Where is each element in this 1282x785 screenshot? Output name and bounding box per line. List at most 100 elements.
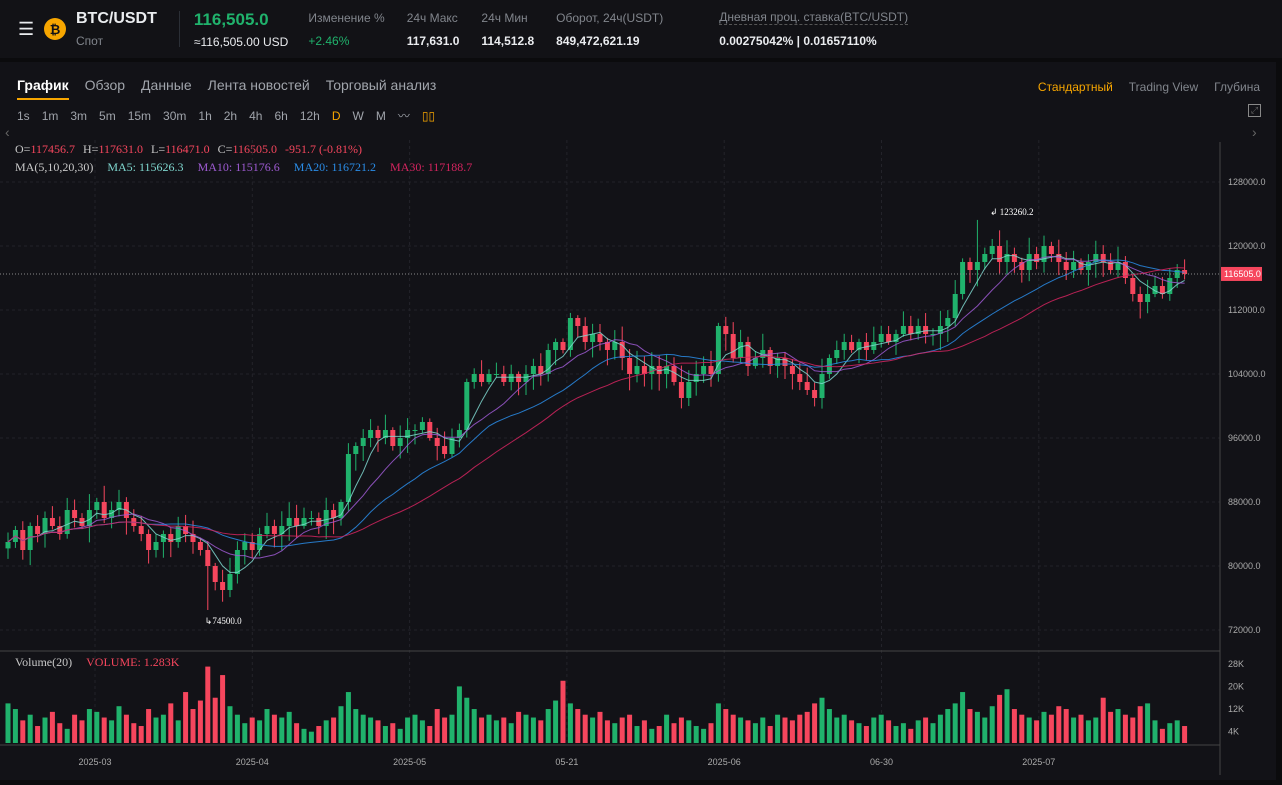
candle-body	[782, 358, 788, 366]
interval-W[interactable]: W	[352, 108, 364, 123]
interval-6h[interactable]: 6h	[274, 108, 288, 123]
ma-legend: MA(5,10,20,30) MA5: 115626.3 MA10: 11517…	[15, 160, 472, 175]
volume-bar	[1122, 714, 1128, 743]
volume-bar	[123, 714, 129, 743]
interval-15m[interactable]: 15m	[127, 108, 152, 123]
volume-bar	[856, 723, 862, 743]
menu-icon[interactable]: ☰	[18, 18, 35, 39]
candle-body	[597, 334, 603, 342]
stat-label: Изменение %	[308, 10, 385, 25]
volume-bar	[545, 709, 551, 743]
stat-rate[interactable]: Дневная проц. ставка(BTC/USDT) 0.00275042…	[719, 10, 909, 48]
ma20-value: MA20: 116721.2	[293, 160, 377, 174]
tab-news[interactable]: Лента новостей	[207, 77, 310, 93]
interval-2h[interactable]: 2h	[223, 108, 238, 123]
volume-bar	[368, 717, 374, 743]
ma5-value: MA5: 115626.3	[107, 160, 184, 174]
volume-bar	[945, 709, 951, 743]
scroll-right-icon[interactable]: ›	[1252, 124, 1257, 140]
volume-bar	[279, 717, 285, 743]
stat-value: +2.46%	[308, 33, 350, 48]
candle-body	[146, 534, 152, 550]
high-value: 117631.0	[98, 142, 143, 156]
volume-bar	[1048, 714, 1054, 743]
volume-bar	[227, 706, 233, 743]
view-standard[interactable]: Стандартный	[1037, 80, 1113, 94]
stat-label: 24ч Мин	[481, 10, 528, 25]
interval-1m[interactable]: 1m	[41, 108, 59, 123]
volume-bar	[538, 720, 544, 743]
volume-bar	[390, 723, 396, 743]
volume-bar	[153, 717, 159, 743]
interval-3m[interactable]: 3m	[70, 108, 88, 123]
volume-bar	[849, 720, 855, 743]
interval-4h[interactable]: 4h	[249, 108, 263, 123]
volume-bar	[634, 726, 640, 743]
view-depth[interactable]: Глубина	[1214, 80, 1260, 94]
volume-bar	[471, 709, 477, 743]
interval-D[interactable]: D	[331, 108, 341, 123]
volume-bar	[234, 714, 240, 743]
x-tick-label: 05-21	[555, 757, 578, 767]
candle-icon[interactable]: ▯▯	[421, 108, 436, 123]
interval-12h[interactable]: 12h	[299, 108, 320, 123]
candle-body	[49, 518, 55, 526]
candle-body	[419, 422, 425, 430]
tab-analysis[interactable]: Торговый анализ	[325, 77, 437, 93]
candle-body	[974, 262, 980, 270]
candle-body	[1019, 262, 1025, 270]
interval-1h[interactable]: 1h	[198, 108, 212, 123]
line-chart-icon[interactable]: 〰	[397, 109, 410, 123]
tab-chart[interactable]: График	[17, 77, 69, 100]
candle-body	[952, 294, 958, 318]
tab-data[interactable]: Данные	[141, 77, 192, 93]
volume-bar	[116, 706, 122, 743]
candle-body	[856, 342, 862, 350]
volume-bar	[789, 720, 795, 743]
x-tick-label: 2025-03	[78, 757, 111, 767]
volume-bar	[952, 703, 958, 743]
volume-bar	[715, 703, 721, 743]
fullscreen-icon[interactable]: ⤢	[1248, 104, 1261, 117]
symbol-block[interactable]: BTC/USDT Спот	[76, 10, 157, 48]
candle-body	[863, 342, 869, 350]
volume-bar	[834, 717, 840, 743]
low-value: 116471.0	[165, 142, 210, 156]
candle-body	[64, 510, 70, 534]
view-tradingview[interactable]: Trading View	[1128, 80, 1199, 94]
volume-bar	[316, 726, 322, 743]
interval-1s[interactable]: 1s	[17, 108, 30, 123]
candle-body	[479, 374, 485, 382]
volume-bar	[745, 720, 751, 743]
candle-body	[1026, 254, 1032, 270]
tab-overview[interactable]: Обзор	[84, 77, 126, 93]
candle-body	[257, 534, 263, 550]
candle-body	[234, 550, 240, 574]
candle-body	[86, 510, 92, 526]
ohlc-close: C=116505.0	[218, 142, 277, 157]
scroll-left-icon[interactable]: ‹	[5, 124, 10, 140]
volume-bar	[212, 697, 218, 743]
max-price-marker: ↲ 123260.2	[990, 207, 1034, 217]
candle-body	[960, 262, 966, 294]
volume-bar	[1093, 717, 1099, 743]
x-tick-label: 2025-05	[393, 757, 426, 767]
volume-bar	[412, 714, 418, 743]
volume-bar	[982, 717, 988, 743]
candle-body	[264, 526, 270, 534]
volume-bar	[723, 709, 729, 743]
interval-bar: 1s 1m 3m 5m 15m 30m 1h 2h 4h 6h 12h D W M 〰 ▯▯	[17, 107, 435, 124]
interval-30m[interactable]: 30m	[163, 108, 187, 123]
volume-bar	[1004, 689, 1010, 743]
ma30-value: MA30: 117188.7	[390, 160, 473, 174]
volume-bar	[101, 717, 107, 743]
candle-body	[723, 326, 729, 334]
candle-body	[1041, 246, 1047, 262]
interval-M[interactable]: M	[375, 108, 386, 123]
interval-5m[interactable]: 5m	[99, 108, 116, 123]
volume-bar	[323, 720, 329, 743]
volume-bar	[190, 709, 196, 743]
volume-bar	[1085, 720, 1091, 743]
candle-body	[101, 502, 107, 518]
